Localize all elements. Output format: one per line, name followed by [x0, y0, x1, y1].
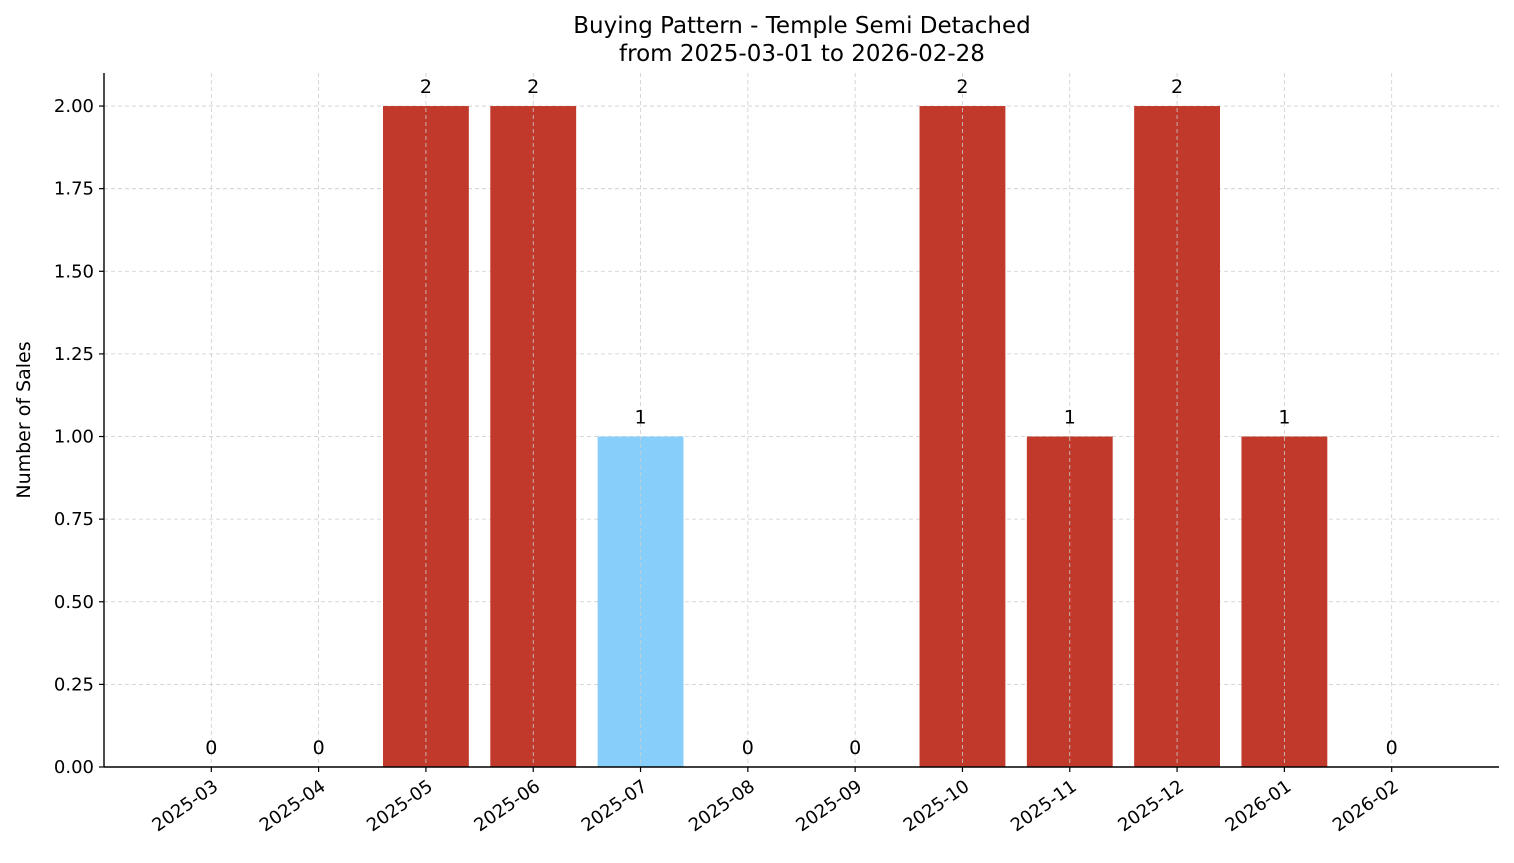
x-tick-label: 2025-06 — [470, 776, 544, 836]
y-tick-label: 1.00 — [54, 427, 94, 448]
x-tick-label: 2025-10 — [900, 776, 974, 836]
bar — [383, 106, 469, 768]
y-tick-label: 0.25 — [54, 674, 94, 695]
x-tick-label: 2026-02 — [1329, 776, 1403, 836]
bar — [1134, 106, 1220, 768]
x-tick-label: 2025-08 — [685, 776, 759, 836]
data-label: 0 — [313, 737, 325, 759]
data-label: 0 — [742, 737, 754, 759]
bar — [490, 106, 577, 768]
y-axis-label: Number of Sales — [13, 341, 35, 498]
y-tick-label: 0.75 — [54, 509, 94, 530]
y-tick-label: 0.00 — [54, 757, 94, 778]
data-label: 1 — [1278, 407, 1290, 429]
x-tick-label: 2025-05 — [363, 776, 437, 836]
data-label: 0 — [849, 737, 861, 759]
x-tick-label: 2025-03 — [149, 776, 223, 836]
x-tick-label: 2025-09 — [792, 776, 866, 836]
data-label: 2 — [420, 76, 432, 98]
x-tick-label: 2025-04 — [256, 776, 330, 836]
y-tick-label: 1.50 — [54, 261, 94, 282]
x-tick-label: 2025-11 — [1007, 776, 1081, 836]
data-label: 2 — [1171, 76, 1183, 98]
data-label: 2 — [956, 76, 968, 98]
x-tick-label: 2025-12 — [1114, 776, 1188, 836]
data-label: 0 — [205, 737, 217, 759]
x-tick-label: 2026-01 — [1222, 776, 1296, 836]
chart-title: Buying Pattern - Temple Semi Detached — [573, 13, 1030, 39]
y-tick-label: 0.50 — [54, 592, 94, 613]
x-tick-label: 2025-07 — [578, 776, 652, 836]
y-tick-label: 2.00 — [54, 96, 94, 117]
y-tick-label: 1.25 — [54, 344, 94, 365]
data-label: 1 — [1064, 407, 1076, 429]
bar — [919, 106, 1006, 768]
data-label: 0 — [1386, 737, 1398, 759]
data-label: 2 — [527, 76, 539, 98]
chart-subtitle: from 2025-03-01 to 2026-02-28 — [619, 41, 985, 67]
data-label: 1 — [634, 407, 646, 429]
y-tick-label: 1.75 — [54, 179, 94, 200]
